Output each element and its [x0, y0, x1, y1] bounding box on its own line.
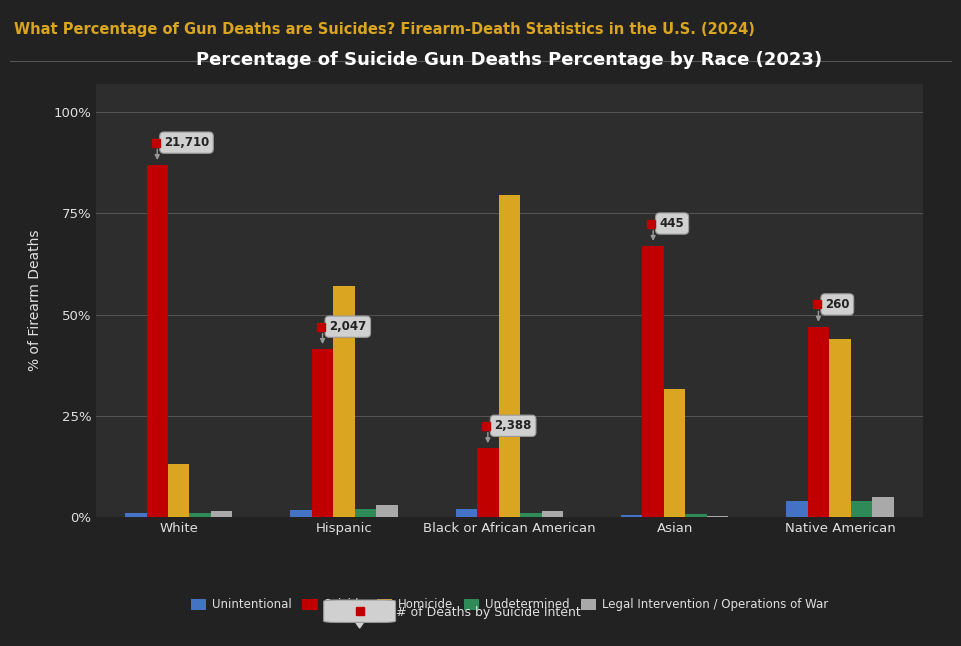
Text: 21,710: 21,710: [164, 136, 209, 149]
Bar: [786, 501, 807, 517]
Text: What Percentage of Gun Deaths are Suicides? Firearm-Death Statistics in the U.S.: What Percentage of Gun Deaths are Suicid…: [14, 21, 755, 37]
Bar: [520, 513, 542, 517]
Title: Percentage of Suicide Gun Deaths Percentage by Race (2023): Percentage of Suicide Gun Deaths Percent…: [196, 50, 823, 68]
Bar: [642, 245, 664, 517]
Polygon shape: [355, 621, 364, 628]
Bar: [168, 464, 189, 517]
Text: 2,388: 2,388: [495, 419, 531, 432]
Bar: [355, 508, 377, 517]
Bar: [146, 165, 168, 517]
Bar: [456, 508, 477, 517]
Bar: [189, 513, 211, 517]
FancyBboxPatch shape: [324, 600, 396, 622]
Bar: [211, 511, 233, 517]
Bar: [290, 510, 311, 517]
Text: 260: 260: [825, 298, 850, 311]
Legend: Unintentional, Suicide, Homicide, Undetermined, Legal Intervention / Operations : Unintentional, Suicide, Homicide, Undete…: [190, 598, 828, 612]
Bar: [664, 390, 685, 517]
Bar: [377, 505, 398, 517]
Bar: [333, 286, 355, 517]
Bar: [707, 516, 728, 517]
Bar: [477, 448, 499, 517]
Text: 2,047: 2,047: [330, 320, 366, 333]
Text: # of Deaths by Suicide Intent: # of Deaths by Suicide Intent: [396, 605, 580, 619]
Bar: [311, 349, 333, 517]
Y-axis label: % of Firearm Deaths: % of Firearm Deaths: [28, 229, 42, 371]
Bar: [807, 327, 829, 517]
Bar: [829, 339, 850, 517]
Bar: [125, 513, 146, 517]
Bar: [850, 501, 873, 517]
Bar: [542, 511, 563, 517]
Text: 445: 445: [660, 217, 684, 230]
Bar: [873, 497, 894, 517]
Bar: [685, 514, 707, 517]
Bar: [499, 195, 520, 517]
Bar: [621, 515, 642, 517]
